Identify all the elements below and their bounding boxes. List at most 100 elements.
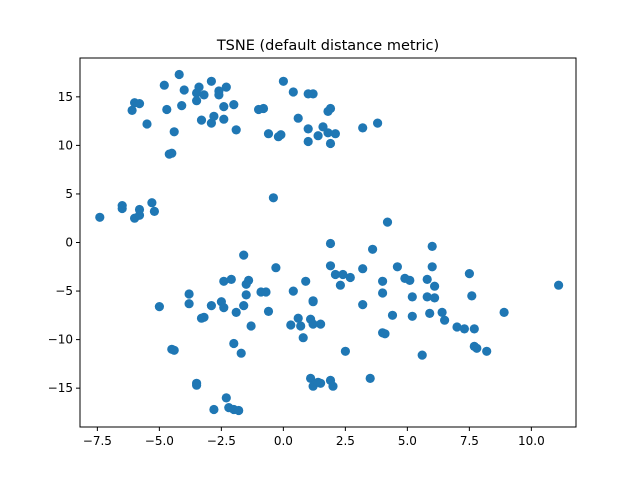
data-point <box>149 206 159 216</box>
data-point <box>340 346 350 356</box>
data-point <box>308 319 318 329</box>
data-point <box>196 115 207 125</box>
data-point <box>308 89 318 99</box>
data-point <box>323 128 333 138</box>
data-point <box>392 262 402 272</box>
data-point <box>330 129 340 139</box>
y-tick-label: −15 <box>48 381 73 395</box>
data-point <box>373 118 383 128</box>
x-tick-label: 7.5 <box>460 434 479 448</box>
data-point <box>196 313 207 323</box>
data-point <box>303 124 313 134</box>
data-point <box>241 290 251 300</box>
data-point <box>221 393 231 403</box>
data-point <box>142 119 152 129</box>
data-point <box>499 307 509 317</box>
data-point <box>236 348 246 358</box>
data-point <box>358 300 368 310</box>
y-tick-label: 0 <box>65 236 73 250</box>
data-point <box>229 338 239 349</box>
data-point <box>345 272 355 283</box>
data-point <box>184 299 194 309</box>
data-point <box>325 138 336 149</box>
data-point <box>159 80 169 90</box>
data-point <box>286 320 296 330</box>
data-point <box>288 87 298 97</box>
data-point <box>134 99 145 109</box>
data-point <box>209 111 219 121</box>
data-point <box>427 262 437 272</box>
data-point <box>330 269 340 280</box>
data-point <box>241 279 251 289</box>
data-point <box>440 315 450 325</box>
data-point <box>209 404 219 415</box>
y-tick-label: −5 <box>55 284 73 298</box>
points-layer <box>95 69 564 416</box>
data-point <box>472 343 482 353</box>
data-point <box>368 244 378 254</box>
data-point <box>261 287 271 297</box>
data-point <box>328 381 338 391</box>
y-tick-label: 5 <box>65 187 73 201</box>
data-point <box>276 130 286 140</box>
x-tick-label: 0.0 <box>274 434 293 448</box>
data-point <box>452 322 462 332</box>
data-point <box>231 125 241 135</box>
data-point <box>162 104 172 115</box>
data-point <box>469 324 479 334</box>
data-point <box>437 307 447 317</box>
data-point <box>199 90 209 100</box>
data-point <box>219 276 229 286</box>
data-point <box>335 280 345 290</box>
data-point <box>229 100 239 110</box>
data-point <box>325 261 336 271</box>
chart-title: TSNE (default distance metric) <box>216 38 439 54</box>
y-tick-label: −10 <box>48 333 73 347</box>
data-point <box>407 311 417 321</box>
data-point <box>192 380 202 390</box>
data-point <box>169 127 179 137</box>
y-tick-label: 10 <box>58 138 73 152</box>
data-point <box>459 324 469 334</box>
data-point <box>298 333 308 343</box>
data-point <box>219 303 229 313</box>
data-point <box>422 274 432 284</box>
data-point <box>258 103 269 114</box>
data-point <box>134 204 145 215</box>
y-tick-label: 15 <box>58 90 73 104</box>
data-point <box>167 148 177 158</box>
data-point <box>278 76 288 86</box>
x-tick-label: −5.0 <box>145 434 174 448</box>
data-point <box>422 292 432 302</box>
data-point <box>407 292 417 302</box>
data-point <box>554 280 564 290</box>
data-point <box>405 275 415 285</box>
x-tick-label: −7.5 <box>83 434 112 448</box>
data-point <box>430 293 440 303</box>
data-point <box>239 301 249 311</box>
data-point <box>219 114 229 124</box>
data-point <box>239 250 249 260</box>
data-point <box>358 123 368 133</box>
data-point <box>316 378 326 388</box>
data-point <box>387 310 398 320</box>
data-point <box>467 291 477 301</box>
data-point <box>378 276 388 286</box>
data-point <box>95 212 105 222</box>
data-point <box>430 281 440 291</box>
x-tick-label: −2.5 <box>207 434 236 448</box>
data-point <box>271 263 281 273</box>
data-point <box>417 350 427 360</box>
data-point <box>174 69 184 80</box>
data-point <box>219 102 229 112</box>
data-point <box>194 82 204 92</box>
data-point <box>206 301 216 311</box>
data-point <box>169 345 179 355</box>
data-point <box>425 308 435 318</box>
data-point <box>234 405 244 416</box>
data-point <box>184 289 194 299</box>
x-axis: −7.5 −5.0 −2.5 0.0 2.5 5.0 7.5 10.0 <box>83 427 545 448</box>
data-point <box>365 373 375 383</box>
data-point <box>221 82 231 92</box>
